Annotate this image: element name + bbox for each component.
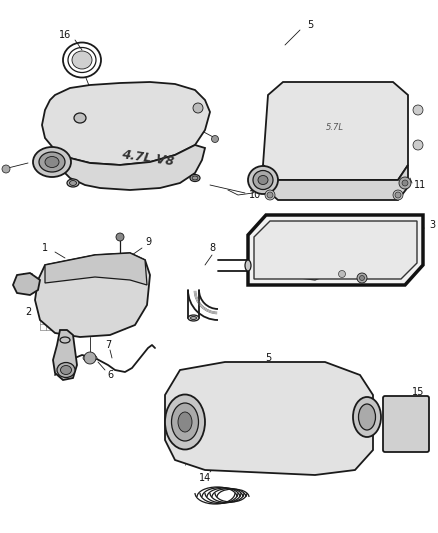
Ellipse shape xyxy=(83,354,97,361)
Text: 10: 10 xyxy=(249,190,261,200)
Polygon shape xyxy=(13,273,40,295)
Text: 9: 9 xyxy=(145,237,151,247)
Ellipse shape xyxy=(190,174,200,182)
Ellipse shape xyxy=(245,260,251,271)
Circle shape xyxy=(339,271,346,278)
Polygon shape xyxy=(254,221,417,279)
Polygon shape xyxy=(263,82,408,180)
Circle shape xyxy=(413,140,423,150)
Ellipse shape xyxy=(188,315,199,321)
Ellipse shape xyxy=(192,176,198,180)
Polygon shape xyxy=(42,82,210,165)
Text: 5: 5 xyxy=(265,353,271,363)
Ellipse shape xyxy=(45,157,59,167)
Polygon shape xyxy=(55,145,205,190)
Text: 11: 11 xyxy=(414,180,426,190)
Polygon shape xyxy=(45,253,147,285)
Circle shape xyxy=(357,273,367,283)
Text: 15: 15 xyxy=(412,387,424,397)
Circle shape xyxy=(360,276,364,280)
Text: 17: 17 xyxy=(22,273,34,283)
Ellipse shape xyxy=(67,179,79,187)
Text: 8: 8 xyxy=(209,243,215,253)
Text: 3: 3 xyxy=(429,220,435,230)
Circle shape xyxy=(84,352,96,364)
Ellipse shape xyxy=(70,181,77,185)
Text: 4: 4 xyxy=(295,247,301,257)
Ellipse shape xyxy=(258,175,268,184)
Text: 14: 14 xyxy=(199,473,211,483)
Polygon shape xyxy=(248,215,423,285)
Circle shape xyxy=(2,165,10,173)
Polygon shape xyxy=(263,165,408,200)
Ellipse shape xyxy=(33,147,71,177)
Text: 5: 5 xyxy=(307,20,313,30)
Ellipse shape xyxy=(191,317,197,319)
Ellipse shape xyxy=(178,412,192,432)
Circle shape xyxy=(393,190,403,200)
Ellipse shape xyxy=(358,404,375,430)
Text: 7: 7 xyxy=(105,340,111,350)
Circle shape xyxy=(399,177,411,189)
Ellipse shape xyxy=(253,171,273,190)
Polygon shape xyxy=(165,362,373,475)
Text: 1: 1 xyxy=(42,243,48,253)
Text: 13: 13 xyxy=(362,253,374,263)
Text: 6: 6 xyxy=(107,370,113,380)
Ellipse shape xyxy=(72,51,92,69)
Circle shape xyxy=(116,233,124,241)
Circle shape xyxy=(265,190,275,200)
Circle shape xyxy=(395,192,401,198)
Polygon shape xyxy=(35,253,150,337)
FancyBboxPatch shape xyxy=(383,396,429,452)
Circle shape xyxy=(212,135,219,142)
Circle shape xyxy=(413,105,423,115)
Ellipse shape xyxy=(172,403,198,441)
Circle shape xyxy=(402,180,408,186)
Ellipse shape xyxy=(248,166,278,194)
Text: 4.7L V8: 4.7L V8 xyxy=(121,148,175,168)
Ellipse shape xyxy=(353,397,381,437)
Polygon shape xyxy=(300,260,330,280)
Polygon shape xyxy=(53,330,77,380)
Ellipse shape xyxy=(74,113,86,123)
Ellipse shape xyxy=(57,362,75,377)
Circle shape xyxy=(267,192,273,198)
Ellipse shape xyxy=(60,366,71,375)
Circle shape xyxy=(193,103,203,113)
Text: 16: 16 xyxy=(59,30,71,40)
Ellipse shape xyxy=(165,394,205,449)
Text: 5.7L: 5.7L xyxy=(326,123,344,132)
Text: 2: 2 xyxy=(25,307,31,317)
Ellipse shape xyxy=(39,152,65,172)
